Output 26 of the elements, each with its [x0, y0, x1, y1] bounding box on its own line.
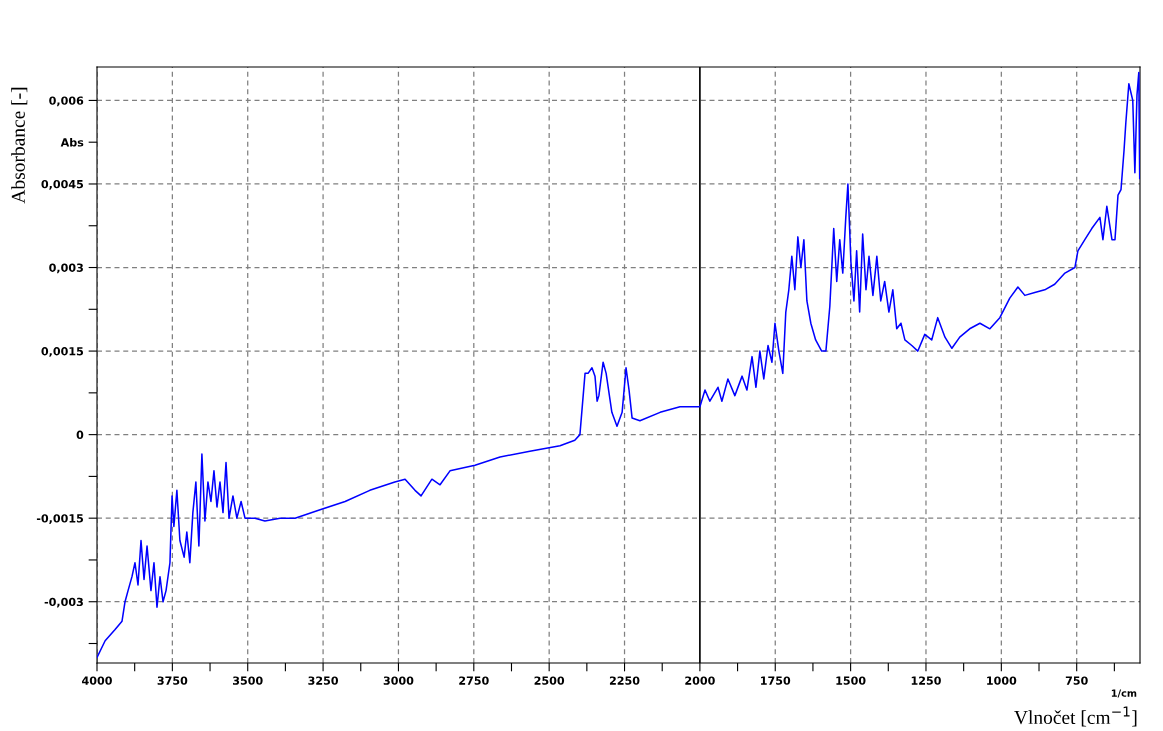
- x-tick-label: 2000: [685, 676, 715, 685]
- y-tick-label: 0,0045: [41, 179, 84, 190]
- y-axis-title: Absorbance [-]: [11, 87, 28, 204]
- x-tick-label: 1250: [911, 676, 941, 685]
- y-tick-label: -0,003: [44, 597, 83, 608]
- y-tick-label: 0: [76, 430, 84, 440]
- y-tick-label: -0,0015: [36, 514, 84, 524]
- x-tick-label: 1500: [836, 676, 866, 685]
- x-tick-label: 4000: [82, 676, 112, 685]
- line-series: [97, 71, 1140, 659]
- x-tick-label: 750: [1065, 676, 1088, 685]
- x-tick-label: 3500: [233, 676, 263, 685]
- y-tick-label: Abs: [60, 137, 84, 147]
- x-tick-label: 3000: [383, 676, 414, 685]
- x-tick-label: 1000: [987, 676, 1017, 685]
- x-tick-label: 3250: [308, 676, 339, 685]
- y-tick-label: 0,003: [49, 263, 83, 274]
- x-tick-label: 1750: [761, 676, 791, 685]
- x-tick-label: 2500: [534, 676, 565, 685]
- x-tick-label: 2250: [609, 676, 640, 685]
- text: 1/cm: [1111, 689, 1137, 698]
- y-tick-label: 0,0015: [41, 347, 84, 357]
- x-axis-title: Vlnočet [cm$^{−1}$]: [1014, 706, 1137, 727]
- x-tick-label: 3750: [157, 676, 188, 685]
- x-tick-label: 2750: [459, 676, 489, 685]
- y-tick-label: 0,006: [49, 96, 84, 107]
